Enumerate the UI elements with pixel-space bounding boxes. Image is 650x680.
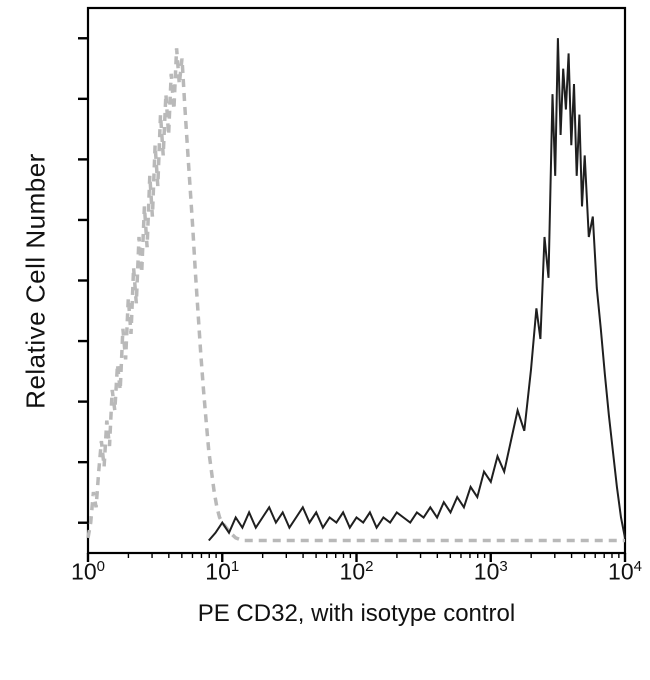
x-tick-label: 101	[205, 558, 240, 585]
pe-cd32-curve	[208, 38, 626, 542]
x-tick-label: 103	[473, 558, 508, 585]
x-tick-label: 100	[71, 558, 105, 585]
x-axis-label: PE CD32, with isotype control	[197, 600, 516, 627]
plot-border	[86, 6, 627, 555]
x-tick-label: 102	[339, 558, 374, 585]
x-tick-label: 104	[608, 558, 642, 585]
isotype-control-curve	[86, 48, 625, 543]
